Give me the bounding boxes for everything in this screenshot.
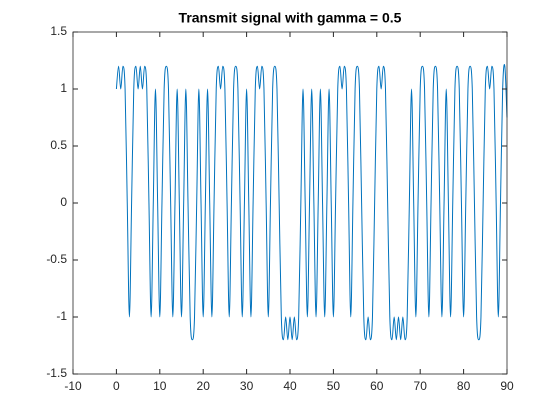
y-tick-label: 1.5 [50, 24, 67, 38]
x-tick-label: 90 [500, 379, 514, 393]
y-tick-label: -1 [56, 309, 67, 323]
x-tick-label: 60 [370, 379, 384, 393]
x-tick-label: 10 [153, 379, 167, 393]
y-tick-label: -1.5 [46, 366, 67, 380]
signal-line [115, 64, 508, 341]
y-tick-label: -0.5 [46, 252, 67, 266]
x-tick-label: 30 [240, 379, 254, 393]
y-tick-label: 0.5 [50, 138, 67, 152]
chart-title: Transmit signal with gamma = 0.5 [179, 10, 402, 26]
x-tick-label: 70 [414, 379, 428, 393]
x-tick-label: 20 [197, 379, 211, 393]
y-tick-label: 1 [60, 81, 67, 95]
x-tick-label: 40 [283, 379, 297, 393]
x-tick-label: 50 [327, 379, 341, 393]
x-tick-label: -10 [64, 379, 82, 393]
y-tick-label: 0 [60, 195, 67, 209]
x-tick-label: 0 [113, 379, 120, 393]
x-tick-label: 80 [457, 379, 471, 393]
